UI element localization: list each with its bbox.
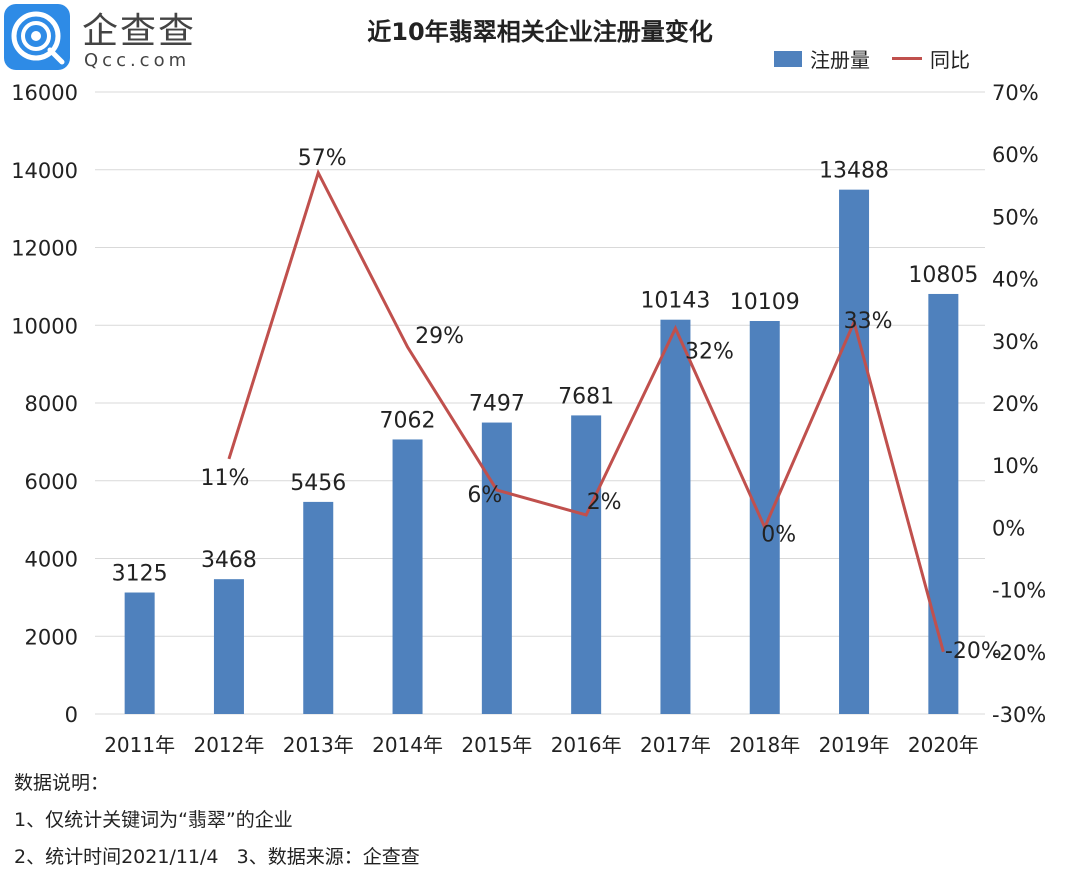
legend-bar-label: 注册量 [810,48,870,72]
y-left-tick-label: 6000 [25,470,78,494]
x-tick-label: 2018年 [729,733,800,757]
line-data-label: 57% [298,146,347,171]
logo-icon [4,4,70,70]
bar [392,439,423,714]
yoy-line [227,168,945,653]
bar [303,501,334,714]
y-right-tick-label: 70% [992,81,1039,105]
y-right-tick-label: 40% [992,268,1039,292]
y-right-tick-label: 0% [992,516,1025,540]
bar-data-label: 13488 [819,159,889,184]
x-tick-label: 2013年 [283,733,354,757]
bar [213,579,244,714]
y-right-tick-label: 10% [992,454,1039,478]
y-left-tick-label: 8000 [25,392,78,416]
bar [749,321,780,714]
bar-data-label: 5456 [290,471,346,496]
line-data-label: 29% [415,324,464,349]
x-tick-label: 2015年 [461,733,532,757]
y-left-tick-label: 0 [65,703,78,727]
y-left-tick-label: 2000 [25,625,78,649]
y-right-tick-label: -20% [992,641,1046,665]
bar-data-label: 10109 [730,290,800,315]
bar [571,415,602,714]
y-right-tick-label: 60% [992,143,1039,167]
x-tick-label: 2017年 [640,733,711,757]
line-data-label: 0% [761,522,796,547]
bar-data-label: 10805 [908,263,978,288]
y-left-tick-label: 4000 [25,548,78,572]
line-data-label: 32% [685,339,734,364]
y-right-tick-label: 20% [992,392,1039,416]
line-data-label: 33% [844,309,893,334]
x-tick-label: 2020年 [908,733,979,757]
line-data-label: 11% [200,466,249,491]
line-data-label: 6% [467,483,502,508]
y-right-tick-label: -10% [992,579,1046,603]
y-right-tick-label: 50% [992,205,1039,229]
notes-heading: 数据说明： [14,772,110,794]
x-tick-label: 2012年 [193,733,264,757]
bar-data-label: 3125 [112,562,168,587]
logo-brand: 企查查 [82,11,197,52]
bar-data-label: 3468 [201,548,257,573]
legend-line-label: 同比 [930,48,970,72]
legend-line-swatch [892,57,922,60]
y-left-tick-label: 16000 [11,81,78,105]
y-left-tick-label: 12000 [11,237,78,261]
bar [660,319,691,714]
x-tick-label: 2011年 [104,733,175,757]
bar [928,293,959,714]
y-left-tick-label: 10000 [11,314,78,338]
notes-line1: 1、仅统计关键词为“翡翠”的企业 [14,809,293,831]
chart-title: 近10年翡翠相关企业注册量变化 [367,18,713,46]
bar-data-label: 7062 [380,408,436,433]
legend-bar-swatch [774,50,802,67]
y-right-tick-label: 30% [992,330,1039,354]
x-tick-label: 2016年 [551,733,622,757]
line-data-label: -20% [945,639,1002,664]
bar-data-label: 7497 [469,392,525,417]
bar-data-label: 10143 [640,289,710,314]
bar [839,189,870,715]
line-data-label: 2% [587,490,622,515]
y-right-tick-label: -30% [992,703,1046,727]
y-left-tick-label: 14000 [11,159,78,183]
bar [481,422,512,714]
x-tick-label: 2019年 [819,733,890,757]
logo-domain: Qcc.com [84,50,191,71]
x-tick-label: 2014年 [372,733,443,757]
legend: 注册量 同比 [774,44,970,73]
bar [124,592,155,714]
bar-data-label: 7681 [558,384,614,409]
notes-line2: 2、统计时间2021/11/4 3、数据来源：企查查 [14,846,420,868]
